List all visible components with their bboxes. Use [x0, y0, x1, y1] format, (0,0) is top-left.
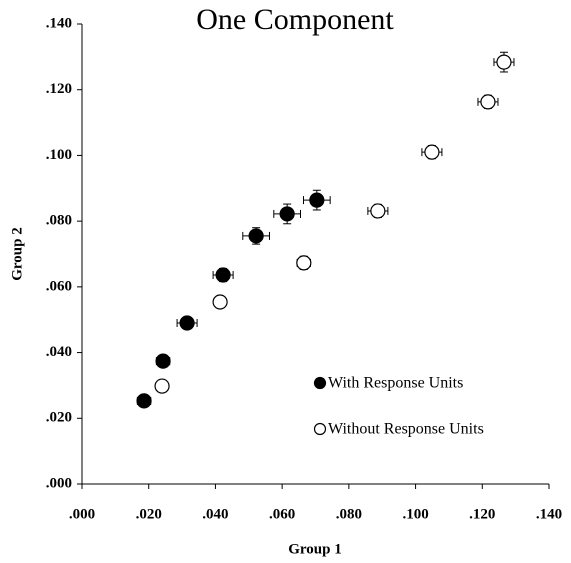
point [370, 203, 386, 219]
y-tick-label: .140 [46, 15, 72, 31]
legend-label: With Response Units [328, 375, 463, 392]
legend-marker [313, 376, 327, 390]
y-tick-label: .000 [46, 475, 72, 491]
point [496, 54, 512, 70]
x-tick-label: .000 [69, 506, 95, 522]
legend-label: Without Response Units [328, 421, 484, 438]
x-tick-label: .140 [536, 506, 562, 522]
point [296, 255, 312, 271]
point [136, 393, 152, 409]
point [424, 144, 440, 160]
point [212, 294, 228, 310]
x-tick-label: .060 [269, 506, 295, 522]
point [279, 206, 295, 222]
y-tick-label: .060 [46, 278, 72, 294]
point [215, 267, 231, 283]
x-tick-label: .100 [402, 506, 428, 522]
point [154, 378, 170, 394]
point [309, 192, 325, 208]
x-tick-label: .080 [336, 506, 362, 522]
y-tick-label: .020 [46, 410, 72, 426]
x-tick-label: .020 [136, 506, 162, 522]
y-tick-label: .040 [46, 344, 72, 360]
x-tick-label: .120 [469, 506, 495, 522]
x-axis-label: Group 1 [288, 541, 342, 557]
legend-marker [313, 422, 327, 436]
x-tick-label: .040 [202, 506, 228, 522]
y-tick-label: .100 [46, 147, 72, 163]
y-tick-label: .080 [46, 213, 72, 229]
point [480, 94, 496, 110]
y-tick-label: .120 [46, 81, 72, 97]
point [248, 228, 264, 244]
chart-title: One Component [196, 3, 394, 36]
y-axis-label: Group 2 [9, 227, 25, 281]
point [155, 353, 171, 369]
point [179, 315, 195, 331]
